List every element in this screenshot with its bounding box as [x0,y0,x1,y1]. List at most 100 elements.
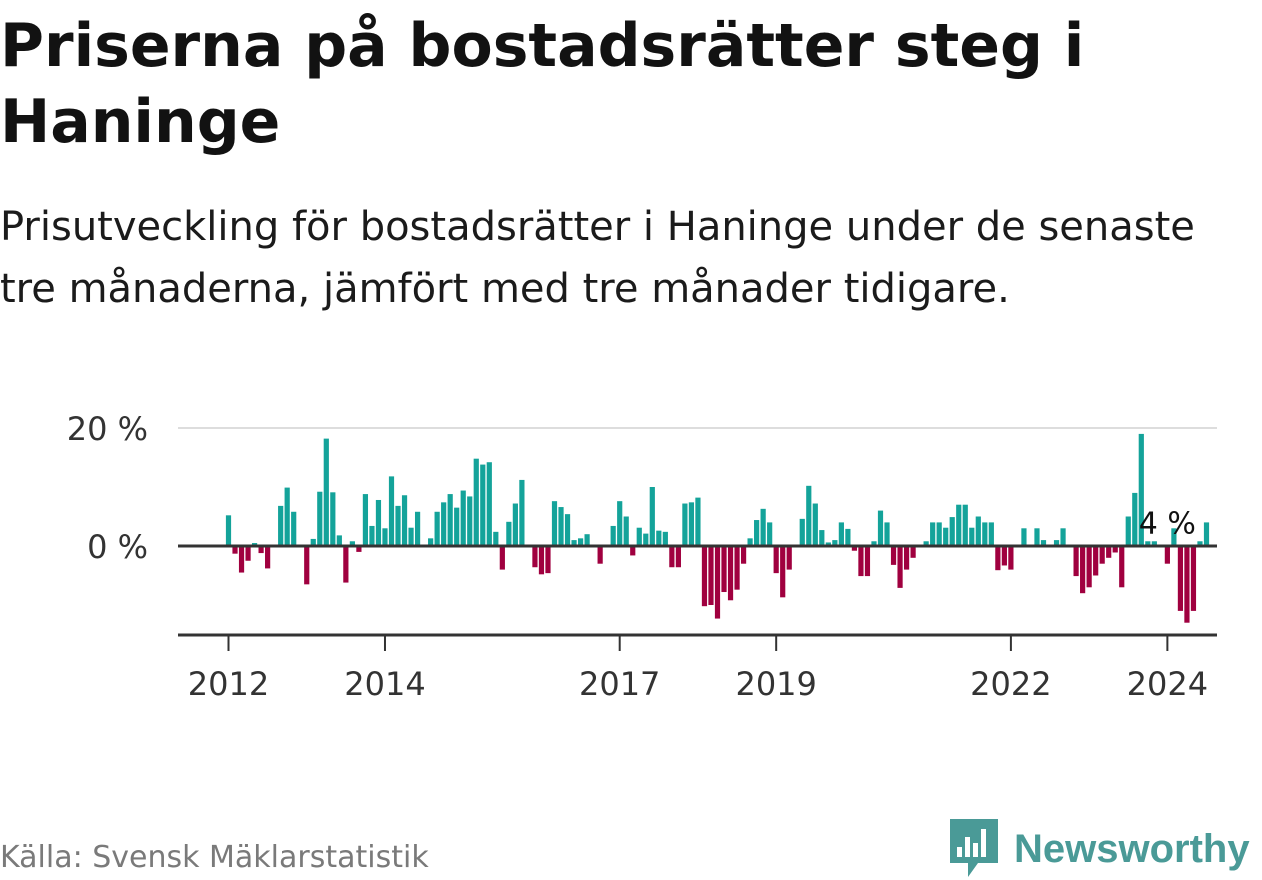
bar [930,522,936,546]
bar [512,503,518,546]
bar [1184,546,1190,623]
bar [845,528,851,546]
bar [864,546,871,577]
bar [597,546,603,564]
bar [349,541,355,546]
bar-chart: 0 % 20 % 2012 2014 2017 2019 2022 2024 4 % [67,410,1217,700]
bar [858,546,864,577]
bar [975,516,981,546]
bar [362,494,369,546]
bar [649,487,655,546]
bar [714,546,721,619]
bar [1164,546,1170,564]
y-tick-label: 0 % [87,528,148,566]
bar [721,546,727,593]
bar [1099,546,1105,564]
bar [1203,522,1210,546]
bar [584,534,590,546]
x-tick-label: 2019 [735,665,816,700]
bar [995,546,1001,571]
bar [962,504,968,546]
bar [825,542,831,546]
bar [727,546,734,601]
bar [1080,546,1086,594]
bar [656,530,662,546]
bar [551,501,558,546]
bar [343,546,349,583]
bar [434,511,440,546]
bar [1053,540,1060,546]
bar [688,502,695,546]
bar [695,497,701,546]
bar [1040,540,1047,546]
bar [669,546,675,568]
bar [851,546,858,551]
bar [643,533,649,546]
bar [760,508,766,546]
bar [877,510,884,546]
bar [232,546,238,554]
bar [630,546,636,556]
bar [740,546,747,564]
bar [506,521,512,546]
bar [773,546,779,574]
bar [265,546,271,569]
bar [330,492,336,546]
bar [336,535,342,546]
bar [278,505,284,546]
bar [1106,546,1112,558]
bar [806,485,812,546]
bar [369,525,375,546]
bar [1177,546,1184,611]
bar [662,531,668,546]
bar [558,507,564,546]
x-tick-label: 2024 [1127,665,1208,700]
x-tick-label: 2017 [579,665,660,700]
bar [532,546,538,568]
bar [545,546,551,574]
bar [1132,492,1138,546]
bar [245,546,251,561]
x-tick-label: 2014 [344,665,425,700]
bar [428,538,434,546]
gridlines: 0 % 20 % [67,410,1217,566]
bar [473,458,479,546]
bar [969,527,975,546]
y-tick-label: 20 % [67,410,148,448]
bar [623,516,629,546]
bar [617,501,623,546]
bar [682,503,688,546]
bars [225,433,1210,623]
bar [356,546,362,552]
bar [388,476,395,546]
bar [943,527,949,546]
bar [701,546,708,607]
bar [486,462,492,546]
x-tick-label: 2012 [188,665,269,700]
bar [871,541,877,546]
chart-subtitle: Prisutveckling för bostadsrätter i Hanin… [0,204,1195,312]
bar [936,522,942,546]
bar [480,464,486,546]
bar [460,490,466,546]
bar [923,541,929,546]
bar [1086,546,1092,588]
bar [767,522,773,546]
bar [1008,546,1014,570]
bar [493,531,499,546]
bar [1001,546,1007,566]
bar [317,491,323,546]
bar [519,479,525,546]
bar [747,538,753,546]
chart-title: Priserna på bostadsrätter steg i Haninge [0,11,1085,157]
bar [884,522,890,546]
x-tick-label: 2022 [970,665,1051,700]
bar [819,530,825,546]
bar [1119,546,1125,588]
bar [903,546,910,570]
bar [304,546,310,585]
bar [225,515,232,546]
bar [610,525,616,546]
bar [382,528,388,546]
brand-logo[interactable]: Newsworthy [950,818,1250,880]
